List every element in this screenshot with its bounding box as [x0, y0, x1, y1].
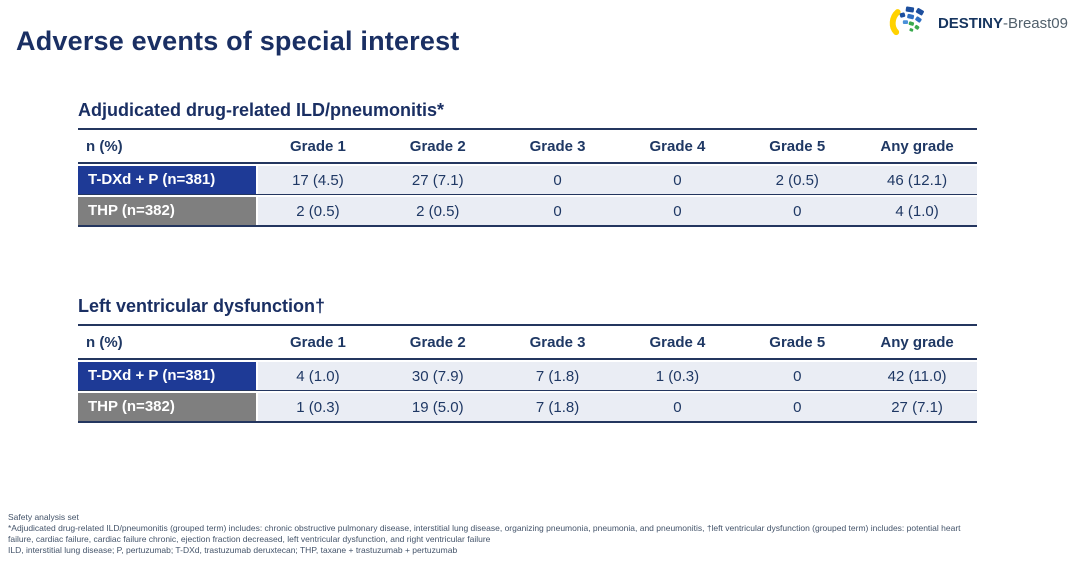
cell-value: 0 [617, 197, 738, 225]
table-row: THP (n=382) 2 (0.5) 2 (0.5) 0 0 0 4 (1.0… [78, 197, 977, 227]
trial-logo: DESTINY-Breast09 [888, 5, 1068, 42]
col-header-grade1: Grade 1 [289, 334, 346, 351]
cell-value: 7 (1.8) [497, 393, 618, 421]
section-title-ild: Adjudicated drug-related ILD/pneumonitis… [78, 100, 445, 120]
cell-value: 4 (1.0) [258, 362, 378, 390]
cell-value: 30 (7.9) [377, 362, 498, 390]
footnote-line: ILD, interstitial lung disease; P, pertu… [8, 545, 458, 555]
cell-value: 2 (0.5) [377, 197, 498, 225]
footnote-line: *Adjudicated drug-related ILD/pneumoniti… [8, 523, 961, 533]
cell-value: 1 (0.3) [258, 393, 378, 421]
cell-value: 27 (7.1) [377, 166, 498, 194]
cell-value: 0 [617, 393, 738, 421]
footnotes: Safety analysis set *Adjudicated drug-re… [8, 512, 1076, 556]
col-header-grade5: Grade 5 [769, 334, 826, 351]
cell-value: 0 [497, 197, 618, 225]
table-ild: n (%) Grade 1 Grade 2 Grade 3 Grade 4 Gr… [78, 128, 977, 227]
trial-suffix: -Breast09 [1002, 15, 1068, 32]
table-lvd: n (%) Grade 1 Grade 2 Grade 3 Grade 4 Gr… [78, 324, 977, 423]
col-header-grade5: Grade 5 [769, 138, 826, 155]
cell-value: 2 (0.5) [258, 197, 378, 225]
cell-value: 19 (5.0) [377, 393, 498, 421]
section-ild-pneumonitis: Adjudicated drug-related ILD/pneumonitis… [78, 100, 977, 227]
footnote-line: failure, cardiac failure, cardiac failur… [8, 534, 491, 544]
col-header-grade3: Grade 3 [529, 138, 586, 155]
table-lvd-header-row: n (%) Grade 1 Grade 2 Grade 3 Grade 4 Gr… [78, 326, 977, 360]
cell-value: 4 (1.0) [857, 197, 977, 225]
row-label-tdxd: T-DXd + P (n=381) [78, 166, 256, 194]
page-title: Adverse events of special interest [16, 26, 460, 56]
cell-value: 0 [617, 166, 738, 194]
section-lv-dysfunction: Left ventricular dysfunction† n (%) Grad… [78, 296, 977, 423]
col-header-any-grade: Any grade [880, 334, 954, 351]
cell-value: 0 [737, 393, 858, 421]
row-label-tdxd: T-DXd + P (n=381) [78, 362, 256, 390]
cell-value: 46 (12.1) [857, 166, 977, 194]
footnote-line: Safety analysis set [8, 512, 79, 522]
row-label-thp: THP (n=382) [78, 393, 256, 421]
col-header-any-grade: Any grade [880, 138, 954, 155]
cell-value: 0 [737, 197, 858, 225]
table-ild-header-row: n (%) Grade 1 Grade 2 Grade 3 Grade 4 Gr… [78, 130, 977, 164]
section-title-lvd: Left ventricular dysfunction† [78, 296, 326, 316]
col-header-grade4: Grade 4 [649, 334, 706, 351]
cell-value: 2 (0.5) [737, 166, 858, 194]
cell-value: 0 [737, 362, 858, 390]
table-row: THP (n=382) 1 (0.3) 19 (5.0) 7 (1.8) 0 0… [78, 393, 977, 423]
col-header-n-pct: n (%) [86, 138, 123, 155]
col-header-grade4: Grade 4 [649, 138, 706, 155]
trial-name: DESTINY [937, 15, 1003, 32]
mosaic-fan-icon [888, 5, 934, 42]
cell-value: 42 (11.0) [857, 362, 977, 390]
cell-value: 27 (7.1) [857, 393, 977, 421]
table-row: T-DXd + P (n=381) 17 (4.5) 27 (7.1) 0 0 … [78, 166, 977, 195]
col-header-n-pct: n (%) [86, 334, 123, 351]
cell-value: 0 [497, 166, 618, 194]
row-label-thp: THP (n=382) [78, 197, 256, 225]
col-header-grade3: Grade 3 [529, 334, 586, 351]
cell-value: 7 (1.8) [497, 362, 618, 390]
cell-value: 17 (4.5) [258, 166, 378, 194]
trial-logo-text: DESTINY-Breast09 [938, 15, 1068, 32]
col-header-grade1: Grade 1 [289, 138, 346, 155]
col-header-grade2: Grade 2 [409, 334, 466, 351]
cell-value: 1 (0.3) [617, 362, 738, 390]
table-row: T-DXd + P (n=381) 4 (1.0) 30 (7.9) 7 (1.… [78, 362, 977, 391]
col-header-grade2: Grade 2 [409, 138, 466, 155]
